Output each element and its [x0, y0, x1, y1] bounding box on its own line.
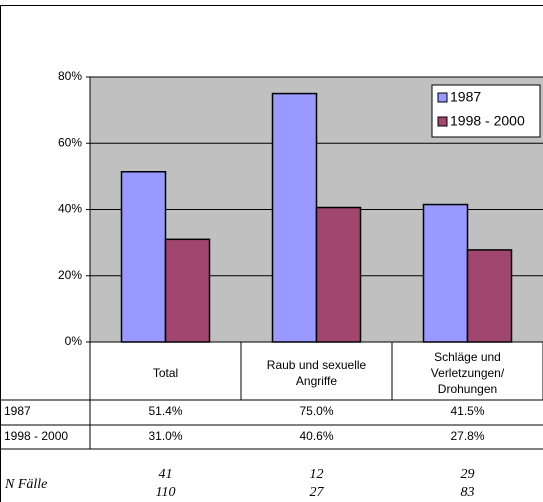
legend-label: 1987 — [450, 89, 481, 105]
x-tick-label-line: Verletzungen/ — [431, 366, 505, 380]
y-tick-label: 40% — [58, 202, 82, 216]
y-tick-label: 80% — [58, 69, 82, 83]
n-case: 41 — [159, 467, 173, 482]
legend-swatch — [437, 116, 448, 127]
n-case: 12 — [310, 467, 324, 482]
bar — [164, 238, 211, 343]
x-tick-label: Total — [153, 366, 178, 380]
y-tick-label: 20% — [58, 268, 82, 282]
y-tick-label: 0% — [65, 334, 83, 348]
n-case-label: N Fälle — [4, 477, 47, 492]
y-tick-label: 60% — [58, 135, 82, 149]
bar — [422, 203, 469, 343]
n-case: 27 — [310, 485, 325, 500]
n-case: 110 — [156, 485, 176, 500]
table-value: 27.8% — [450, 429, 484, 443]
legend-label: 1998 - 2000 — [450, 113, 525, 129]
table-value: 41.5% — [450, 404, 484, 418]
bar — [466, 249, 513, 343]
table-row-label: 1998 - 2000 — [4, 429, 68, 443]
table-value: 40.6% — [299, 429, 333, 443]
table-value: 51.4% — [148, 404, 182, 418]
x-tick-label-line: Angriffe — [296, 374, 337, 388]
bar — [315, 206, 362, 343]
table-row-label: 1987 — [4, 404, 31, 418]
x-tick-label-line: Drohungen — [438, 382, 497, 396]
x-tick-label: Raub und sexuelle Angriffe — [267, 358, 367, 388]
x-tick-label: Schläge und Verletzungen/Drohungen — [431, 350, 505, 396]
table-value: 31.0% — [148, 429, 182, 443]
n-case: 29 — [461, 467, 475, 482]
x-tick-label-line: Total — [153, 366, 178, 380]
n-case: 83 — [461, 485, 475, 500]
legend — [431, 84, 541, 138]
bar — [120, 170, 167, 343]
legend-swatch — [437, 92, 448, 103]
table-value: 75.0% — [299, 404, 333, 418]
x-tick-label-line: Raub und sexuelle — [267, 358, 367, 372]
chart-frame — [0, 5, 543, 502]
bar — [271, 92, 318, 343]
x-tick-label-line: Schläge und — [434, 350, 501, 364]
